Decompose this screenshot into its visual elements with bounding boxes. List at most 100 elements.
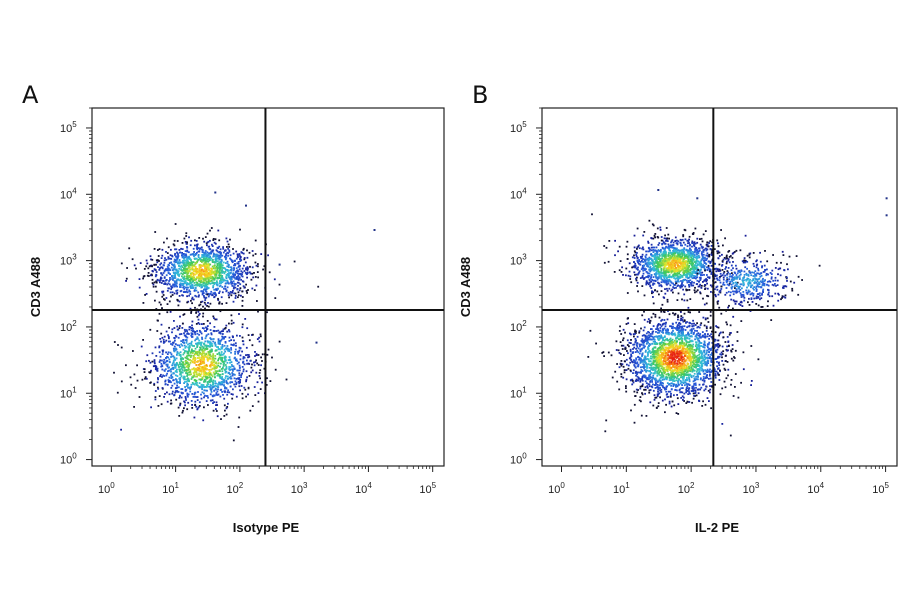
event-dot <box>224 255 226 258</box>
event-dot <box>242 357 245 360</box>
event-dot <box>166 311 169 314</box>
y-tick-label: 103 <box>60 253 77 268</box>
event-dot <box>171 276 174 278</box>
event-dot <box>674 368 676 371</box>
event-dot <box>625 245 628 248</box>
event-dot <box>694 291 696 294</box>
event-dot <box>187 358 189 361</box>
event-dot <box>223 384 225 386</box>
event-dot <box>181 327 184 329</box>
event-dot <box>205 335 208 338</box>
event-dot <box>641 253 644 256</box>
event-dot <box>693 351 696 354</box>
event-dot <box>210 277 212 280</box>
event-dot <box>209 280 211 282</box>
event-dot <box>211 270 213 273</box>
event-dot <box>193 277 195 280</box>
event-dot <box>236 350 239 353</box>
event-dot <box>219 395 222 398</box>
event-dot <box>643 277 646 279</box>
event-dot <box>190 354 193 357</box>
event-dot <box>196 251 198 254</box>
event-dot <box>219 365 221 368</box>
event-dot <box>662 263 664 265</box>
event-dot <box>192 382 195 385</box>
event-dot <box>204 394 206 397</box>
event-dot <box>720 229 722 231</box>
event-dot <box>677 334 680 336</box>
event-dot <box>214 376 216 379</box>
event-dot <box>191 281 193 284</box>
event-dot <box>212 355 214 357</box>
event-dot <box>637 272 640 275</box>
event-dot <box>205 282 207 285</box>
event-dot <box>664 250 667 253</box>
x-tick-label: 105 <box>419 481 436 496</box>
event-dot <box>219 348 222 351</box>
event-dot <box>641 274 644 277</box>
event-dot <box>657 282 660 285</box>
event-dot <box>234 263 237 266</box>
event-dot <box>212 386 214 389</box>
event-dot <box>217 359 219 362</box>
event-dot <box>212 409 215 412</box>
event-dot <box>198 386 201 389</box>
event-dot <box>662 271 665 274</box>
event-dot <box>176 258 179 261</box>
event-dot <box>201 293 204 296</box>
event-dot <box>710 333 712 336</box>
event-dot <box>235 395 238 398</box>
event-dot <box>165 297 168 299</box>
event-dot <box>255 284 258 287</box>
event-dot <box>660 281 663 284</box>
event-dot <box>648 272 651 275</box>
event-dot <box>740 381 742 384</box>
event-dot <box>197 250 200 253</box>
event-dot <box>212 338 215 340</box>
event-dot <box>211 394 214 397</box>
event-dot <box>193 278 196 281</box>
event-dot <box>200 280 203 282</box>
event-dot <box>673 358 676 361</box>
event-dot <box>202 305 204 308</box>
event-dot <box>697 255 699 258</box>
event-dot <box>643 294 646 297</box>
event-dot <box>163 270 166 273</box>
event-dot <box>147 267 150 270</box>
event-dot <box>701 253 703 256</box>
event-dot <box>674 257 677 260</box>
event-dot <box>197 274 200 276</box>
event-dot <box>208 258 210 260</box>
event-dot <box>201 391 204 394</box>
event-dot <box>681 371 683 373</box>
event-dot <box>217 357 220 360</box>
event-dot <box>190 299 192 302</box>
event-dot <box>664 257 667 259</box>
event-dot <box>633 271 636 274</box>
event-dot <box>696 256 698 259</box>
event-dot <box>719 291 722 294</box>
event-dot <box>196 332 199 335</box>
event-dot <box>237 261 240 263</box>
event-dot <box>166 400 169 403</box>
event-dot <box>205 345 208 348</box>
event-dot <box>696 241 699 244</box>
event-dot <box>212 286 214 289</box>
event-dot <box>205 283 208 286</box>
event-dot <box>208 351 210 354</box>
event-dot <box>663 254 666 257</box>
event-dot <box>651 292 653 295</box>
event-dot <box>728 250 731 252</box>
event-dot <box>244 318 247 320</box>
event-dot <box>183 280 185 283</box>
event-dot <box>186 269 189 271</box>
event-dot <box>153 365 156 367</box>
event-dot <box>689 253 691 256</box>
event-dot <box>658 271 661 273</box>
event-dot <box>228 336 231 339</box>
event-dot <box>200 344 202 347</box>
event-dot <box>195 384 198 386</box>
event-dot <box>164 279 167 282</box>
event-dot <box>639 263 642 266</box>
event-dot <box>705 247 708 250</box>
